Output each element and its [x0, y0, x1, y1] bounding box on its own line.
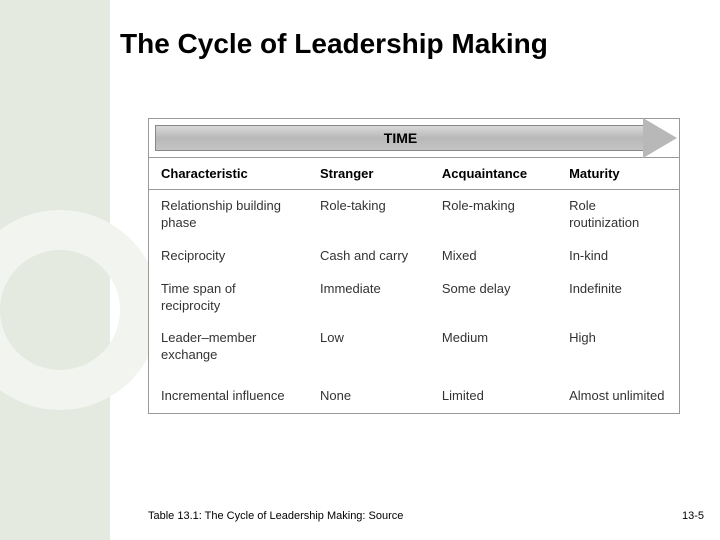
cell: Cash and carry [308, 240, 430, 273]
page-number: 13-5 [682, 510, 704, 522]
page-title: The Cycle of Leadership Making [120, 28, 548, 60]
table-caption: Table 13.1: The Cycle of Leadership Maki… [148, 510, 403, 522]
cell: Role-making [430, 190, 557, 240]
cell: Role-taking [308, 190, 430, 240]
cell: Limited [430, 372, 557, 413]
cell: None [308, 372, 430, 413]
table-row: Incremental influence None Limited Almos… [149, 372, 679, 413]
table-row: Time span of reciprocity Immediate Some … [149, 273, 679, 323]
cell: Time span of reciprocity [149, 273, 308, 323]
cell: Reciprocity [149, 240, 308, 273]
column-header: Characteristic [149, 158, 308, 190]
cell: Role routinization [557, 190, 679, 240]
column-header: Maturity [557, 158, 679, 190]
table-row: Leader–member exchange Low Medium High [149, 322, 679, 372]
cell: Low [308, 322, 430, 372]
time-arrow: TIME [149, 119, 679, 157]
cell: High [557, 322, 679, 372]
time-arrow-label: TIME [155, 125, 645, 151]
table-header-row: Characteristic Stranger Acquaintance Mat… [149, 158, 679, 190]
cell: Mixed [430, 240, 557, 273]
table-row: Reciprocity Cash and carry Mixed In-kind [149, 240, 679, 273]
cell: Medium [430, 322, 557, 372]
cell: Incremental influence [149, 372, 308, 413]
column-header: Stranger [308, 158, 430, 190]
cell: Immediate [308, 273, 430, 323]
cell: Almost unlimited [557, 372, 679, 413]
column-header: Acquaintance [430, 158, 557, 190]
table-row: Relationship building phase Role-taking … [149, 190, 679, 240]
cell: Some delay [430, 273, 557, 323]
arrow-head-icon [643, 118, 677, 158]
cell: In-kind [557, 240, 679, 273]
cell: Relationship building phase [149, 190, 308, 240]
leadership-cycle-table: Characteristic Stranger Acquaintance Mat… [149, 157, 679, 413]
cell: Indefinite [557, 273, 679, 323]
decorative-ring [0, 210, 160, 410]
cell: Leader–member exchange [149, 322, 308, 372]
leadership-cycle-figure: TIME Characteristic Stranger Acquaintanc… [148, 118, 680, 414]
